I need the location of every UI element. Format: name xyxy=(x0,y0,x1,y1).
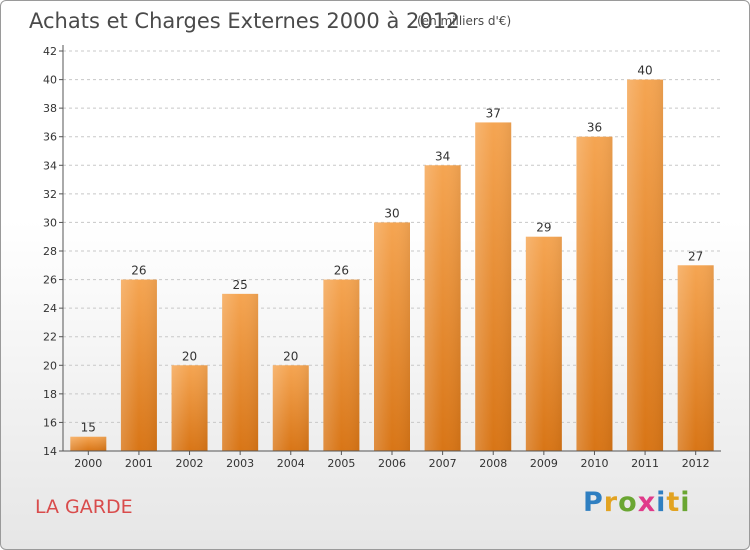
bar-value-label: 27 xyxy=(688,249,703,263)
y-tick-label: 36 xyxy=(43,131,57,144)
y-tick-label: 38 xyxy=(43,102,57,115)
bar-shine xyxy=(120,279,157,451)
x-tick-label: 2000 xyxy=(74,457,102,470)
y-tick-label: 40 xyxy=(43,74,57,87)
x-tick-label: 2009 xyxy=(530,457,558,470)
bar-shine xyxy=(222,293,259,451)
commune-name: LA GARDE xyxy=(35,496,133,518)
x-tick-label: 2005 xyxy=(327,457,355,470)
bar-shine xyxy=(374,222,410,451)
y-tick-label: 42 xyxy=(43,45,57,58)
y-tick-label: 24 xyxy=(43,302,57,315)
bar-value-label: 15 xyxy=(81,421,96,435)
bar-value-label: 37 xyxy=(486,106,501,120)
bar-value-label: 36 xyxy=(587,121,602,135)
bar-value-label: 34 xyxy=(435,149,450,163)
bar-value-label: 26 xyxy=(334,264,349,278)
logo-letter: P xyxy=(583,487,604,518)
y-tick-label: 32 xyxy=(43,188,57,201)
bar-value-label: 30 xyxy=(384,206,399,220)
logo-letter: o xyxy=(618,487,638,518)
bar-value-label: 20 xyxy=(283,349,298,363)
y-tick-label: 34 xyxy=(43,159,57,172)
logo-letter: x xyxy=(637,487,657,518)
bar-value-label: 25 xyxy=(233,278,248,292)
x-tick-label: 2010 xyxy=(580,457,608,470)
bar-value-label: 29 xyxy=(536,221,551,235)
y-tick-label: 20 xyxy=(43,359,57,372)
chart-subtitle: (en milliers d'€) xyxy=(417,14,512,28)
x-tick-label: 2007 xyxy=(429,457,457,470)
bars xyxy=(70,79,714,452)
logo-letter: i xyxy=(656,487,667,518)
bar-shine xyxy=(171,365,208,451)
y-tick-label: 22 xyxy=(43,331,57,344)
bar-value-label: 40 xyxy=(637,64,652,78)
bar-shine xyxy=(70,436,107,451)
x-tick-label: 2002 xyxy=(176,457,204,470)
bar-shine xyxy=(677,265,714,451)
y-tick-label: 30 xyxy=(43,216,57,229)
bar-shine xyxy=(424,165,461,452)
bar-value-label: 20 xyxy=(182,349,197,363)
x-tick-label: 2003 xyxy=(226,457,254,470)
y-tick-label: 14 xyxy=(43,445,57,458)
x-tick-label: 2011 xyxy=(631,457,659,470)
logo-letter: i xyxy=(680,487,691,518)
axes: 14 16 18 20 22 24 26 28 30 32 34 36 38 40 42 2000 2001 20… xyxy=(43,45,721,470)
y-tick-label: 16 xyxy=(43,416,57,429)
x-tick-label: 2004 xyxy=(277,457,305,470)
x-tick-label: 2008 xyxy=(479,457,507,470)
logo-letter: t xyxy=(666,487,681,518)
bar-shine xyxy=(627,79,664,452)
x-tick-label: 2001 xyxy=(125,457,153,470)
chart-title: Achats et Charges Externes 2000 à 2012 xyxy=(29,9,460,33)
x-tick-label: 2012 xyxy=(682,457,710,470)
proxiti-logo: Proxiti xyxy=(583,487,691,518)
logo-letter: r xyxy=(603,487,619,518)
y-tick-label: 26 xyxy=(43,274,57,287)
bar-shine xyxy=(272,365,309,451)
bar-shine xyxy=(475,122,512,451)
bar-shine xyxy=(576,136,613,451)
value-labels: 15 26 20 25 20 26 30 34 37 29 36 40 27 xyxy=(81,64,704,435)
bar-shine xyxy=(525,236,562,451)
bar-value-label: 26 xyxy=(131,264,146,278)
y-tick-label: 18 xyxy=(43,388,57,401)
x-tick-label: 2006 xyxy=(378,457,406,470)
y-tick-label: 28 xyxy=(43,245,57,258)
bar-shine xyxy=(323,279,360,451)
